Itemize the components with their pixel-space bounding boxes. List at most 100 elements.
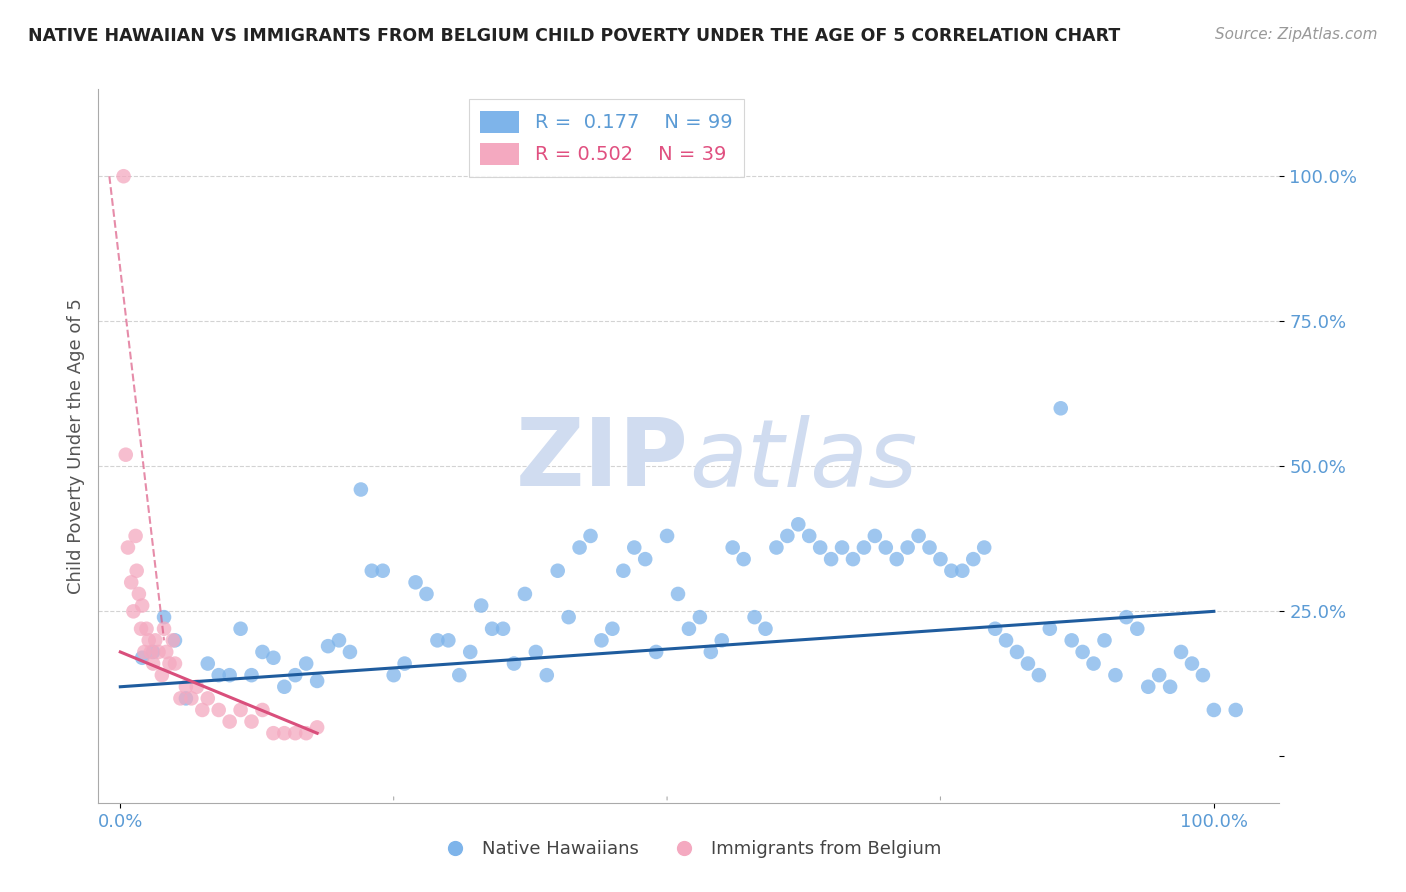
Point — [159, 657, 181, 671]
Point — [218, 714, 240, 729]
Point — [426, 633, 449, 648]
Point — [547, 564, 569, 578]
Point — [114, 448, 136, 462]
Point — [950, 564, 973, 578]
Point — [316, 639, 339, 653]
Point — [252, 703, 274, 717]
Point — [112, 169, 135, 184]
Point — [163, 633, 186, 648]
Point — [612, 564, 634, 578]
Point — [1071, 645, 1094, 659]
Point — [174, 680, 197, 694]
Point — [886, 552, 908, 566]
Point — [470, 599, 492, 613]
Point — [579, 529, 602, 543]
Point — [941, 564, 963, 578]
Point — [360, 564, 382, 578]
Point — [875, 541, 897, 555]
Point — [568, 541, 591, 555]
Point — [295, 657, 318, 671]
Point — [186, 680, 208, 694]
Legend: Native Hawaiians, Immigrants from Belgium: Native Hawaiians, Immigrants from Belgiu… — [429, 833, 949, 865]
Point — [262, 650, 284, 665]
Point — [307, 673, 329, 688]
Point — [623, 541, 645, 555]
Point — [125, 564, 148, 578]
Point — [1017, 657, 1039, 671]
Point — [1147, 668, 1170, 682]
Point — [863, 529, 886, 543]
Point — [124, 529, 146, 543]
Point — [240, 668, 263, 682]
Point — [174, 691, 197, 706]
Point — [240, 714, 263, 729]
Point — [513, 587, 536, 601]
Point — [754, 622, 776, 636]
Point — [1083, 657, 1105, 671]
Point — [1060, 633, 1083, 648]
Point — [689, 610, 711, 624]
Point — [162, 633, 184, 648]
Point — [218, 668, 240, 682]
Point — [995, 633, 1018, 648]
Point — [273, 726, 295, 740]
Point — [765, 541, 787, 555]
Point — [415, 587, 437, 601]
Point — [197, 657, 219, 671]
Point — [700, 645, 723, 659]
Point — [710, 633, 733, 648]
Point — [492, 622, 515, 636]
Point — [208, 703, 231, 717]
Point — [129, 622, 152, 636]
Point — [524, 645, 547, 659]
Point — [1170, 645, 1192, 659]
Point — [273, 680, 295, 694]
Point — [382, 668, 405, 682]
Point — [744, 610, 766, 624]
Point — [155, 645, 177, 659]
Point — [1225, 703, 1247, 717]
Point — [142, 645, 165, 659]
Point — [148, 645, 170, 659]
Point — [371, 564, 394, 578]
Point — [557, 610, 579, 624]
Point — [907, 529, 929, 543]
Point — [721, 541, 744, 555]
Point — [1192, 668, 1215, 682]
Point — [503, 657, 526, 671]
Point — [1005, 645, 1028, 659]
Point — [655, 529, 678, 543]
Point — [929, 552, 952, 566]
Point — [634, 552, 657, 566]
Point — [169, 691, 191, 706]
Point — [666, 587, 689, 601]
Point — [122, 604, 145, 618]
Point — [1039, 622, 1062, 636]
Point — [128, 587, 150, 601]
Point — [150, 668, 173, 682]
Point — [591, 633, 613, 648]
Point — [138, 633, 160, 648]
Point — [191, 703, 214, 717]
Text: ZIP: ZIP — [516, 414, 689, 507]
Point — [842, 552, 865, 566]
Point — [339, 645, 361, 659]
Point — [1094, 633, 1116, 648]
Point — [602, 622, 624, 636]
Point — [394, 657, 416, 671]
Point — [134, 645, 156, 659]
Point — [262, 726, 284, 740]
Point — [143, 633, 166, 648]
Point — [1181, 657, 1204, 671]
Point — [197, 691, 219, 706]
Point — [918, 541, 941, 555]
Point — [1159, 680, 1181, 694]
Point — [1028, 668, 1050, 682]
Point — [458, 645, 481, 659]
Point — [208, 668, 231, 682]
Point — [1126, 622, 1149, 636]
Point — [120, 575, 142, 590]
Point — [284, 668, 307, 682]
Point — [449, 668, 471, 682]
Point — [229, 703, 252, 717]
